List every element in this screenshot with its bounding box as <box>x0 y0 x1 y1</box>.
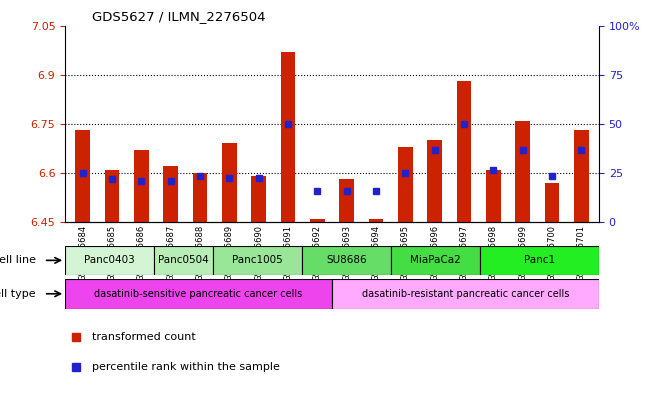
Bar <box>398 147 413 222</box>
Text: SU8686: SU8686 <box>327 255 367 265</box>
Text: GDS5627 / ILMN_2276504: GDS5627 / ILMN_2276504 <box>92 10 266 23</box>
Bar <box>214 246 243 275</box>
Bar <box>574 130 589 222</box>
Bar <box>302 246 332 275</box>
Bar <box>391 246 480 275</box>
Bar <box>368 219 383 222</box>
Bar <box>510 246 540 275</box>
Text: percentile rank within the sample: percentile rank within the sample <box>92 362 280 372</box>
Text: dasatinib-resistant pancreatic cancer cells: dasatinib-resistant pancreatic cancer ce… <box>362 289 569 299</box>
Text: dasatinib-sensitive pancreatic cancer cells: dasatinib-sensitive pancreatic cancer ce… <box>94 289 303 299</box>
Bar <box>450 246 480 275</box>
Bar <box>332 279 599 309</box>
Bar <box>332 246 362 275</box>
Bar <box>184 246 214 275</box>
Bar <box>421 246 450 275</box>
Bar <box>95 246 124 275</box>
Bar <box>302 246 391 275</box>
Bar <box>569 246 599 275</box>
Bar <box>456 81 471 222</box>
Bar <box>251 176 266 222</box>
Bar <box>486 170 501 222</box>
Text: cell line: cell line <box>0 255 36 265</box>
Text: Panc0403: Panc0403 <box>84 255 135 265</box>
Bar <box>339 180 354 222</box>
Text: Panc1: Panc1 <box>524 255 555 265</box>
Bar <box>76 130 90 222</box>
Bar <box>273 246 302 275</box>
Bar <box>214 246 302 275</box>
Bar <box>154 246 184 275</box>
Bar <box>480 246 599 275</box>
Bar <box>480 246 510 275</box>
Bar <box>427 140 442 222</box>
Bar <box>222 143 237 222</box>
Bar <box>545 183 559 222</box>
Text: MiaPaCa2: MiaPaCa2 <box>410 255 461 265</box>
Bar <box>193 173 208 222</box>
Text: Panc1005: Panc1005 <box>232 255 283 265</box>
Text: transformed count: transformed count <box>92 332 195 342</box>
Bar <box>65 246 154 275</box>
Bar <box>65 246 95 275</box>
Bar <box>310 219 325 222</box>
Bar <box>163 166 178 222</box>
Bar <box>516 121 530 222</box>
Bar <box>243 246 273 275</box>
Bar <box>134 150 148 222</box>
Text: Panc0504: Panc0504 <box>158 255 209 265</box>
Bar <box>124 246 154 275</box>
Bar <box>281 52 296 222</box>
Bar <box>540 246 569 275</box>
Bar <box>391 246 421 275</box>
Bar <box>65 279 332 309</box>
Text: cell type: cell type <box>0 289 36 299</box>
Bar <box>154 246 214 275</box>
Bar <box>362 246 391 275</box>
Bar <box>105 170 119 222</box>
